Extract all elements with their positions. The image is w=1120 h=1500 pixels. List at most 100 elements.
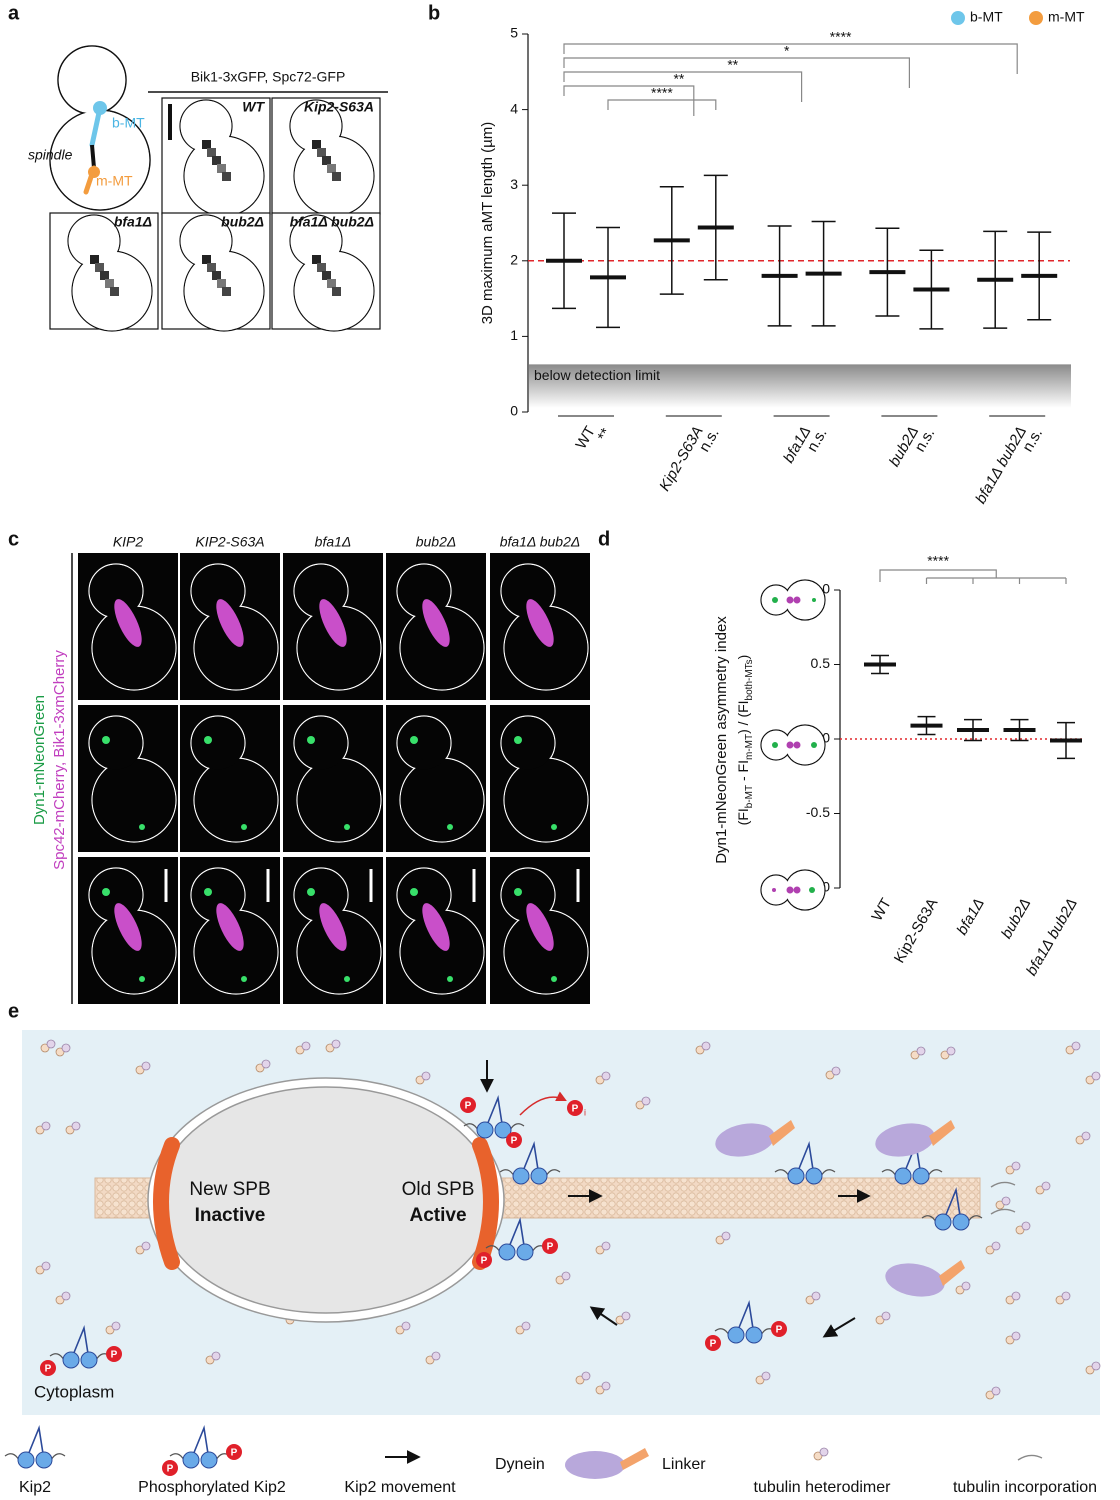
- cell-body: [191, 564, 245, 618]
- signal: [110, 287, 119, 296]
- cell-body: [501, 716, 555, 770]
- spindle-signal: [526, 599, 554, 647]
- cell-body: [68, 215, 120, 267]
- kip2-head: [516, 1243, 534, 1261]
- kip2-head: [80, 1351, 98, 1369]
- legend-label: tubulin incorporation: [953, 1479, 1097, 1496]
- dynein-signal: [102, 736, 110, 744]
- tubulin: [601, 1071, 611, 1081]
- y-axis-formula: (FIb-MT - FIm-MT) / (FIboth-MTs): [735, 655, 755, 826]
- cell-body: [501, 564, 555, 618]
- cell-body: [785, 580, 825, 620]
- legend-swatch: [1029, 11, 1043, 25]
- tubulin: [40, 1043, 50, 1053]
- signal: [207, 148, 216, 157]
- tubulin: [1035, 1185, 1045, 1195]
- tubulin: [515, 1325, 525, 1335]
- tubulin: [601, 1381, 611, 1391]
- spindle-signal: [319, 599, 347, 647]
- cell-body: [504, 758, 588, 842]
- kip2-head: [182, 1451, 200, 1469]
- cell-body: [504, 910, 588, 994]
- y-tick-label: 4: [510, 100, 518, 116]
- dynein-signal: [102, 888, 110, 896]
- phosphate-sub: i: [584, 1107, 586, 1117]
- dynein-signal: [307, 888, 315, 896]
- legend-label: Dynein: [495, 1456, 545, 1473]
- channel-label: Dyn1-mNeonGreen: [31, 695, 48, 825]
- icon-dot: [786, 886, 794, 894]
- cell-body: [297, 758, 381, 842]
- spb: [472, 1137, 499, 1270]
- x-tick-label: bub2Δ: [998, 895, 1034, 941]
- spindle-signal: [526, 903, 554, 951]
- cell-body: [89, 716, 143, 770]
- kip2-legs: [506, 1217, 526, 1253]
- dynein-signal: [344, 824, 350, 830]
- movement-arrow: [589, 1306, 618, 1326]
- tubulin: [940, 1050, 950, 1060]
- tubulin: [701, 1041, 711, 1051]
- kip2-legs: [190, 1425, 210, 1461]
- icon-dot: [793, 596, 801, 604]
- channel-label: Spc42-mCherry, Bik1-3xmCherry: [51, 650, 68, 870]
- tubulin: [425, 1355, 435, 1365]
- kip2-head: [494, 1121, 512, 1139]
- phosphate: [226, 1444, 242, 1460]
- y-axis-label: Dyn1-mNeonGreen asymmetry index: [713, 616, 730, 864]
- tubulin: [415, 1075, 425, 1085]
- y-tick-label: 5: [510, 25, 518, 41]
- spindle: [90, 144, 96, 169]
- formula-part: (FI: [735, 808, 751, 825]
- significance-bracket: [879, 569, 1067, 584]
- tubulin: [1085, 1075, 1095, 1085]
- linker: [620, 1448, 649, 1470]
- category-note: **: [594, 425, 615, 444]
- tubulin: [910, 1050, 920, 1060]
- legend-swatch: [951, 11, 965, 25]
- panel-label: c: [8, 528, 19, 550]
- kip2-head: [512, 1167, 530, 1185]
- linker: [939, 1260, 965, 1286]
- cell-body: [191, 716, 245, 770]
- x-tick-label: Kip2-S63A: [656, 423, 707, 494]
- dynein-signal: [139, 976, 145, 982]
- tubulin: [65, 1125, 75, 1135]
- phosphate: [771, 1321, 787, 1337]
- dynein-signal: [514, 888, 522, 896]
- tubulin: [1061, 1291, 1071, 1301]
- tubulin: [255, 1063, 265, 1073]
- tubulin: [1075, 1135, 1085, 1145]
- cell-body: [180, 215, 232, 267]
- y-tick-label: 0: [510, 403, 518, 419]
- tubulin: [621, 1311, 631, 1321]
- spindle-signal: [114, 599, 142, 647]
- y-axis-label: 3D maximum aMT length (µm): [479, 122, 496, 325]
- tubulin: [721, 1231, 731, 1241]
- tubulin: [985, 1390, 995, 1400]
- tubulin: [715, 1235, 725, 1245]
- signal: [317, 263, 326, 272]
- phosphate-label: P: [511, 1136, 518, 1147]
- chart: b below detection limit 0 1 2 3 4 5 3D maximum a…: [428, 2, 1085, 506]
- schematic-label: spindle: [28, 147, 73, 163]
- spindle-signal: [216, 599, 244, 647]
- tubulin: [881, 1311, 891, 1321]
- tubulin: [111, 1321, 121, 1331]
- linker: [769, 1120, 795, 1146]
- tubulin: [813, 1451, 823, 1461]
- dynein-signal: [307, 736, 315, 744]
- formula-part: ): [735, 655, 751, 660]
- kip2-head: [745, 1326, 763, 1344]
- spb: [153, 1137, 180, 1270]
- phosphate-label: P: [111, 1350, 118, 1361]
- y-tick-label: 0.5: [811, 655, 831, 671]
- phosphate: [506, 1132, 522, 1148]
- dynein-signal: [447, 976, 453, 982]
- cell-body: [501, 868, 555, 922]
- tubulin: [1011, 1161, 1021, 1171]
- icon-dot: [811, 742, 817, 748]
- dynein-signal: [551, 976, 557, 982]
- cell-body: [58, 46, 126, 114]
- tubulin: [961, 1281, 971, 1291]
